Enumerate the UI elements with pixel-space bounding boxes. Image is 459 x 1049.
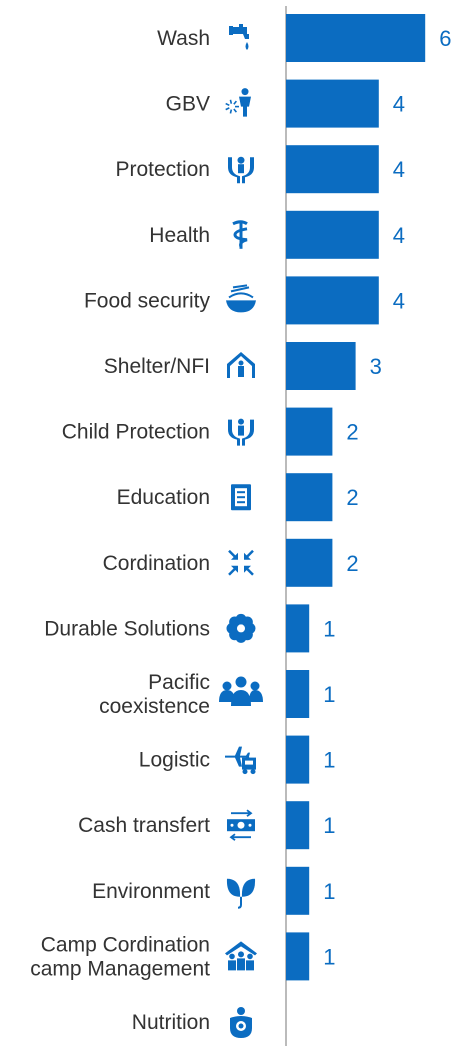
value-label-food-bowl: 4: [393, 288, 405, 313]
bar-camp-management: [286, 932, 310, 981]
camp-management-icon: [225, 941, 257, 971]
people-group-icon: [219, 676, 263, 706]
category-label-food-bowl: Food security: [84, 289, 211, 312]
value-label-camp-management: 1: [323, 944, 335, 969]
water-tap-icon: [229, 24, 249, 50]
category-label-people-group: Pacific: [148, 671, 210, 694]
category-label-cash-transfer: Cash transfert: [78, 814, 210, 837]
category-label-health: Health: [149, 224, 210, 247]
value-label-coordination-arrows: 2: [346, 551, 358, 576]
bar-environment-leaf: [286, 866, 310, 915]
logistics-plane-truck-icon: [225, 746, 256, 775]
bar-coordination-arrows: [286, 538, 333, 587]
health-icon: [232, 220, 248, 249]
category-label-water-tap: Wash: [157, 27, 210, 50]
bar-protection-hands: [286, 145, 379, 194]
category-label-logistics-plane-truck: Logistic: [139, 749, 210, 772]
bar-gbv: [286, 79, 379, 128]
category-label-child-protection: Child Protection: [62, 421, 210, 444]
bar-water-tap: [286, 14, 426, 62]
education-book-icon: [231, 484, 251, 511]
bar-cash-transfer: [286, 801, 310, 850]
food-bowl-icon: [226, 284, 256, 313]
category-label-coordination-arrows: Cordination: [103, 552, 210, 575]
value-label-protection-hands: 4: [393, 157, 405, 182]
shelter-icon: [227, 352, 255, 378]
bar-child-protection: [286, 407, 333, 456]
value-label-shelter: 3: [370, 354, 382, 379]
nutrition-icon: [230, 1007, 252, 1038]
value-label-logistics-plane-truck: 1: [323, 748, 335, 773]
bar-health: [286, 210, 379, 259]
child-protection-icon: [228, 418, 254, 446]
category-label-environment-leaf: Environment: [92, 880, 210, 903]
category-label-camp-management: Camp Cordination: [41, 933, 210, 956]
category-label-education-book: Education: [117, 486, 210, 509]
category-label-camp-management: camp Management: [30, 957, 210, 980]
bar-logistics-plane-truck: [286, 735, 310, 784]
category-label-shelter: Shelter/NFI: [104, 355, 210, 378]
value-label-health: 4: [393, 223, 405, 248]
category-label-people-group: coexistence: [99, 695, 210, 718]
coordination-arrows-icon: [228, 549, 254, 576]
value-label-gbv: 4: [393, 92, 405, 117]
value-label-cash-transfer: 1: [323, 813, 335, 838]
environment-leaf-icon: [226, 878, 256, 909]
category-label-nutrition: Nutrition: [132, 1011, 210, 1034]
category-label-gbv: GBV: [166, 93, 210, 116]
cash-transfer-icon: [227, 809, 255, 841]
gbv-icon: [225, 88, 251, 117]
value-label-people-group: 1: [323, 682, 335, 707]
value-label-education-book: 2: [346, 485, 358, 510]
value-label-environment-leaf: 1: [323, 879, 335, 904]
durable-solutions-icon: [226, 613, 256, 643]
protection-hands-icon: [228, 156, 254, 184]
bar-people-group: [286, 670, 310, 718]
bar-shelter: [286, 342, 356, 390]
category-label-protection-hands: Protection: [115, 158, 210, 181]
value-label-water-tap: 6: [439, 26, 451, 51]
value-label-durable-solutions: 1: [323, 616, 335, 641]
value-label-child-protection: 2: [346, 420, 358, 445]
bar-food-bowl: [286, 276, 379, 325]
bar-education-book: [286, 473, 333, 522]
bar-durable-solutions: [286, 604, 310, 653]
category-label-durable-solutions: Durable Solutions: [44, 617, 210, 640]
